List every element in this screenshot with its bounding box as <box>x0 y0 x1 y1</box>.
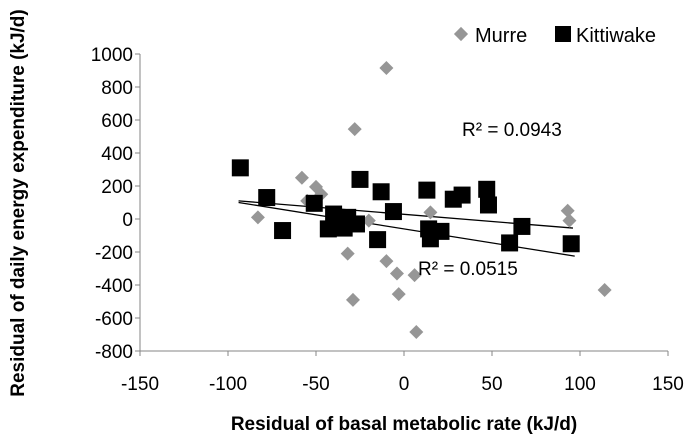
point-murre <box>409 325 424 340</box>
point-kittiwake <box>453 186 471 204</box>
y-axis-title: Residual of daily energy expenditure (kJ… <box>8 9 29 397</box>
point-murre <box>423 205 438 220</box>
r2-label-kittiwake: R² = 0.0943 <box>462 120 562 141</box>
x-tick-label: 150 <box>652 374 684 395</box>
x-axis-title: Residual of basal metabolic rate (kJ/d) <box>231 414 577 435</box>
y-tick-label: 800 <box>101 78 133 99</box>
point-kittiwake <box>513 217 531 235</box>
point-kittiwake <box>478 180 496 198</box>
data-points <box>231 61 612 340</box>
point-kittiwake <box>384 203 402 221</box>
x-tick-label: 0 <box>399 374 410 395</box>
x-axis-ticks: -150 -100 -50 0 50 100 150 <box>121 351 684 395</box>
point-murre <box>294 170 309 185</box>
point-murre <box>379 254 394 269</box>
point-murre <box>389 266 404 281</box>
point-kittiwake <box>347 215 365 233</box>
point-murre <box>347 122 362 137</box>
point-murre <box>345 292 360 307</box>
point-kittiwake <box>231 159 249 177</box>
x-tick-label: -150 <box>121 374 159 395</box>
point-kittiwake <box>418 181 436 199</box>
y-tick-label: -600 <box>95 309 133 330</box>
point-kittiwake <box>369 231 387 249</box>
legend-label-kittiwake: Kittiwake <box>576 25 656 47</box>
point-murre <box>361 213 376 228</box>
point-kittiwake <box>274 222 292 240</box>
y-tick-label: 1000 <box>91 45 133 66</box>
x-tick-label: -50 <box>302 374 329 395</box>
y-axis-ticks: -800 -600 -400 -200 0 200 400 600 800 1000 <box>91 45 140 363</box>
point-murre <box>250 210 265 225</box>
trendline-kittiwake <box>238 201 575 257</box>
point-kittiwake <box>562 235 580 253</box>
point-murre <box>379 61 394 76</box>
y-tick-label: -400 <box>95 276 133 297</box>
y-tick-label: -800 <box>95 342 133 363</box>
point-kittiwake <box>501 234 519 252</box>
legend-marker-kittiwake <box>555 26 571 42</box>
x-tick-label: -100 <box>209 374 247 395</box>
point-murre <box>560 203 575 218</box>
y-tick-label: 0 <box>122 210 133 231</box>
point-murre <box>407 268 422 283</box>
point-kittiwake <box>432 222 450 240</box>
point-kittiwake <box>351 170 369 188</box>
y-tick-label: 600 <box>101 111 133 132</box>
point-kittiwake <box>372 183 390 201</box>
legend-marker-murre <box>453 26 469 42</box>
point-murre <box>391 287 406 302</box>
point-murre <box>562 213 577 228</box>
y-tick-label: 200 <box>101 177 133 198</box>
point-murre <box>597 282 612 297</box>
point-murre <box>340 246 355 261</box>
x-tick-label: 50 <box>481 374 502 395</box>
point-kittiwake <box>305 194 323 212</box>
point-kittiwake <box>479 196 497 214</box>
legend-label-murre: Murre <box>475 25 527 47</box>
y-tick-label: 400 <box>101 144 133 165</box>
legend: Murre Kittiwake <box>453 25 656 47</box>
point-kittiwake <box>258 189 276 207</box>
x-tick-label: 100 <box>564 374 596 395</box>
y-tick-label: -200 <box>95 243 133 264</box>
r2-label-murre: R² = 0.0515 <box>418 259 518 280</box>
